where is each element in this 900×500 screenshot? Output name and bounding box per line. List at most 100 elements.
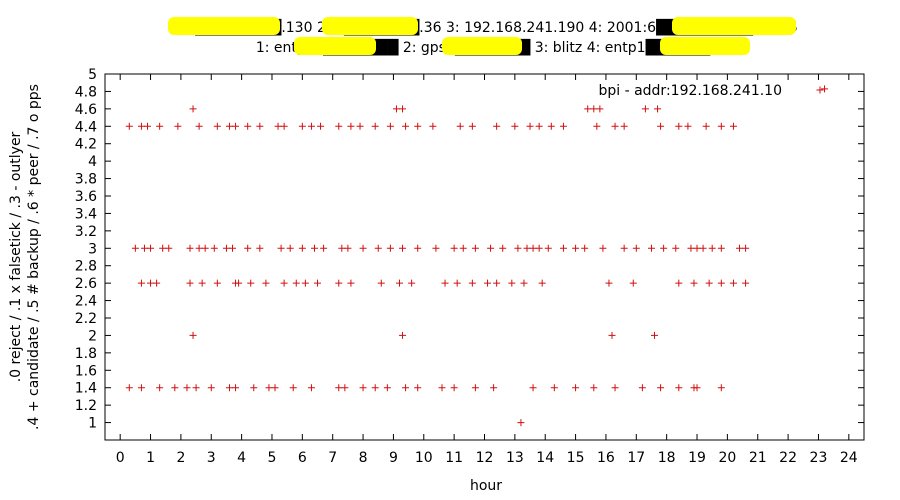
data-point bbox=[729, 279, 737, 287]
data-point bbox=[590, 105, 598, 113]
y-axis-label-line1: .0 reject / .1 x falsetick / .3 - outlye… bbox=[8, 131, 24, 382]
data-point bbox=[742, 244, 750, 252]
data-point bbox=[125, 122, 133, 130]
data-point bbox=[222, 244, 230, 252]
data-point bbox=[544, 244, 552, 252]
data-point bbox=[468, 122, 476, 130]
x-tick-label: 10 bbox=[415, 450, 433, 466]
data-point bbox=[213, 279, 221, 287]
data-point bbox=[611, 384, 619, 392]
data-point bbox=[156, 384, 164, 392]
data-point bbox=[559, 244, 567, 252]
data-point bbox=[189, 331, 197, 339]
x-tick-label: 19 bbox=[688, 450, 706, 466]
x-tick-label: 8 bbox=[359, 450, 368, 466]
data-point bbox=[137, 384, 145, 392]
data-point bbox=[693, 244, 701, 252]
data-point bbox=[341, 384, 349, 392]
data-point bbox=[280, 279, 288, 287]
data-point bbox=[611, 122, 619, 130]
data-point bbox=[159, 244, 167, 252]
data-point bbox=[198, 279, 206, 287]
data-point bbox=[450, 384, 458, 392]
data-point bbox=[347, 279, 355, 287]
legend-marker bbox=[816, 86, 824, 94]
data-point bbox=[708, 244, 716, 252]
y-tick-label: 3.8 bbox=[75, 172, 97, 188]
data-point bbox=[256, 122, 264, 130]
data-point bbox=[301, 279, 309, 287]
data-point bbox=[675, 384, 683, 392]
data-point bbox=[210, 244, 218, 252]
data-point bbox=[520, 279, 528, 287]
data-point bbox=[280, 122, 288, 130]
plot-frame bbox=[104, 73, 865, 441]
y-tick-label: 2.6 bbox=[75, 276, 97, 292]
data-point bbox=[265, 384, 273, 392]
x-axis-ticks: 0 1 2 3 4 5 6 7 8 9 10 11 12 13 14 15 16 17 18 19 20 21 22 23 24 bbox=[116, 74, 858, 466]
data-point bbox=[538, 279, 546, 287]
x-tick-label: 1 bbox=[146, 450, 155, 466]
data-point bbox=[335, 279, 343, 287]
y-axis-ticks: 1 1.21.4 1.61.8 22.22.4 2.62.8 33.2 3.43.63.8 4… bbox=[75, 67, 864, 432]
data-point bbox=[456, 122, 464, 130]
data-point bbox=[717, 384, 725, 392]
x-tick-label: 12 bbox=[476, 450, 494, 466]
data-point bbox=[225, 122, 233, 130]
data-point bbox=[471, 244, 479, 252]
data-point bbox=[144, 122, 152, 130]
x-tick-label: 18 bbox=[658, 450, 676, 466]
x-tick-label: 9 bbox=[389, 450, 398, 466]
data-point bbox=[690, 279, 698, 287]
data-point bbox=[225, 384, 233, 392]
data-point bbox=[399, 331, 407, 339]
data-point bbox=[511, 122, 519, 130]
y-tick-label: 5 bbox=[88, 67, 97, 83]
data-point bbox=[250, 384, 258, 392]
data-point bbox=[186, 244, 194, 252]
y-tick-label: 1.2 bbox=[75, 398, 97, 414]
data-point bbox=[414, 122, 422, 130]
data-point bbox=[386, 122, 394, 130]
data-point bbox=[572, 244, 580, 252]
data-point bbox=[450, 244, 458, 252]
data-point bbox=[335, 122, 343, 130]
data-point bbox=[371, 384, 379, 392]
data-point bbox=[559, 122, 567, 130]
data-point bbox=[526, 122, 534, 130]
data-point bbox=[392, 105, 400, 113]
data-point bbox=[292, 279, 300, 287]
data-point bbox=[274, 122, 282, 130]
data-point bbox=[232, 384, 240, 392]
y-tick-label: 4 bbox=[88, 154, 97, 170]
data-point bbox=[356, 122, 364, 130]
redaction-mark bbox=[442, 37, 522, 55]
y-tick-label: 2.2 bbox=[75, 311, 97, 327]
data-point bbox=[131, 244, 139, 252]
data-point bbox=[338, 244, 346, 252]
data-point bbox=[298, 244, 306, 252]
data-point bbox=[402, 384, 410, 392]
y-tick-label: 2.8 bbox=[75, 259, 97, 275]
y-tick-label: 2 bbox=[88, 328, 97, 344]
data-point bbox=[651, 331, 659, 339]
data-point bbox=[207, 384, 215, 392]
data-point bbox=[499, 244, 507, 252]
data-point bbox=[654, 105, 662, 113]
data-point bbox=[675, 279, 683, 287]
data-point bbox=[641, 105, 649, 113]
y-tick-label: 4.2 bbox=[75, 137, 97, 153]
data-point bbox=[705, 279, 713, 287]
data-point bbox=[742, 279, 750, 287]
y-tick-label: 1.4 bbox=[75, 381, 97, 397]
y-tick-label: 4.6 bbox=[75, 102, 97, 118]
data-point bbox=[672, 244, 680, 252]
x-tick-label: 11 bbox=[445, 450, 463, 466]
data-point bbox=[408, 279, 416, 287]
data-point bbox=[374, 244, 382, 252]
y-tick-label: 4.8 bbox=[75, 84, 97, 100]
data-point bbox=[599, 244, 607, 252]
data-point bbox=[244, 244, 252, 252]
data-points bbox=[125, 85, 829, 427]
data-point bbox=[717, 279, 725, 287]
